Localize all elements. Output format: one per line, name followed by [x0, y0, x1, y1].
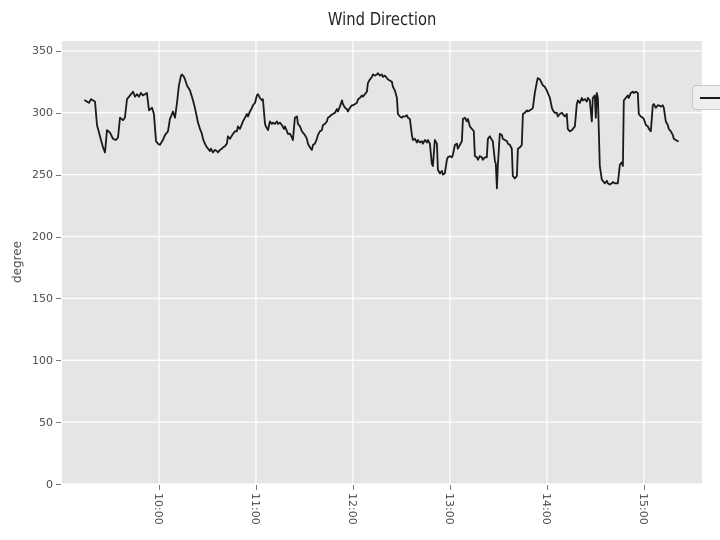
x-tick-mark [643, 485, 645, 490]
y-tick-label: 250 [32, 168, 53, 182]
plot-svg [62, 41, 702, 484]
y-tick-mark [56, 298, 61, 300]
y-tick-label: 50 [39, 415, 53, 429]
y-tick-label: 350 [32, 44, 53, 58]
series-line-wd [84, 72, 679, 190]
x-tick-label: 15:00 [637, 493, 651, 525]
y-tick-label: 200 [32, 230, 53, 243]
x-tick-label: 11:00 [249, 493, 263, 525]
y-tick-mark [56, 484, 61, 485]
y-tick-mark [56, 422, 61, 424]
x-tick-mark [449, 485, 451, 490]
x-tick-label: 14:00 [540, 493, 554, 525]
legend: WD [692, 85, 720, 110]
x-tick-label: 13:00 [443, 493, 457, 525]
x-tick-label: 12:00 [346, 493, 360, 525]
plot-area: WD [62, 41, 720, 484]
y-tick-mark [56, 360, 61, 362]
y-tick-label: 150 [32, 291, 53, 305]
legend-line-sample [700, 96, 720, 99]
x-tick-mark [255, 485, 257, 490]
x-tick-mark [352, 485, 354, 490]
y-tick-mark [56, 174, 61, 176]
y-tick-mark [56, 236, 61, 238]
y-tick-label: 0 [46, 477, 53, 491]
y-tick-label: 300 [32, 106, 53, 120]
x-tick-mark [546, 485, 548, 490]
y-tick-label: 100 [32, 353, 53, 367]
y-axis-label: degree [10, 240, 24, 284]
y-tick-mark [56, 50, 61, 52]
y-tick-mark [56, 112, 61, 114]
chart-title: Wind Direction [327, 9, 437, 30]
x-tick-mark [158, 485, 160, 490]
x-tick-label: 10:00 [152, 493, 166, 525]
